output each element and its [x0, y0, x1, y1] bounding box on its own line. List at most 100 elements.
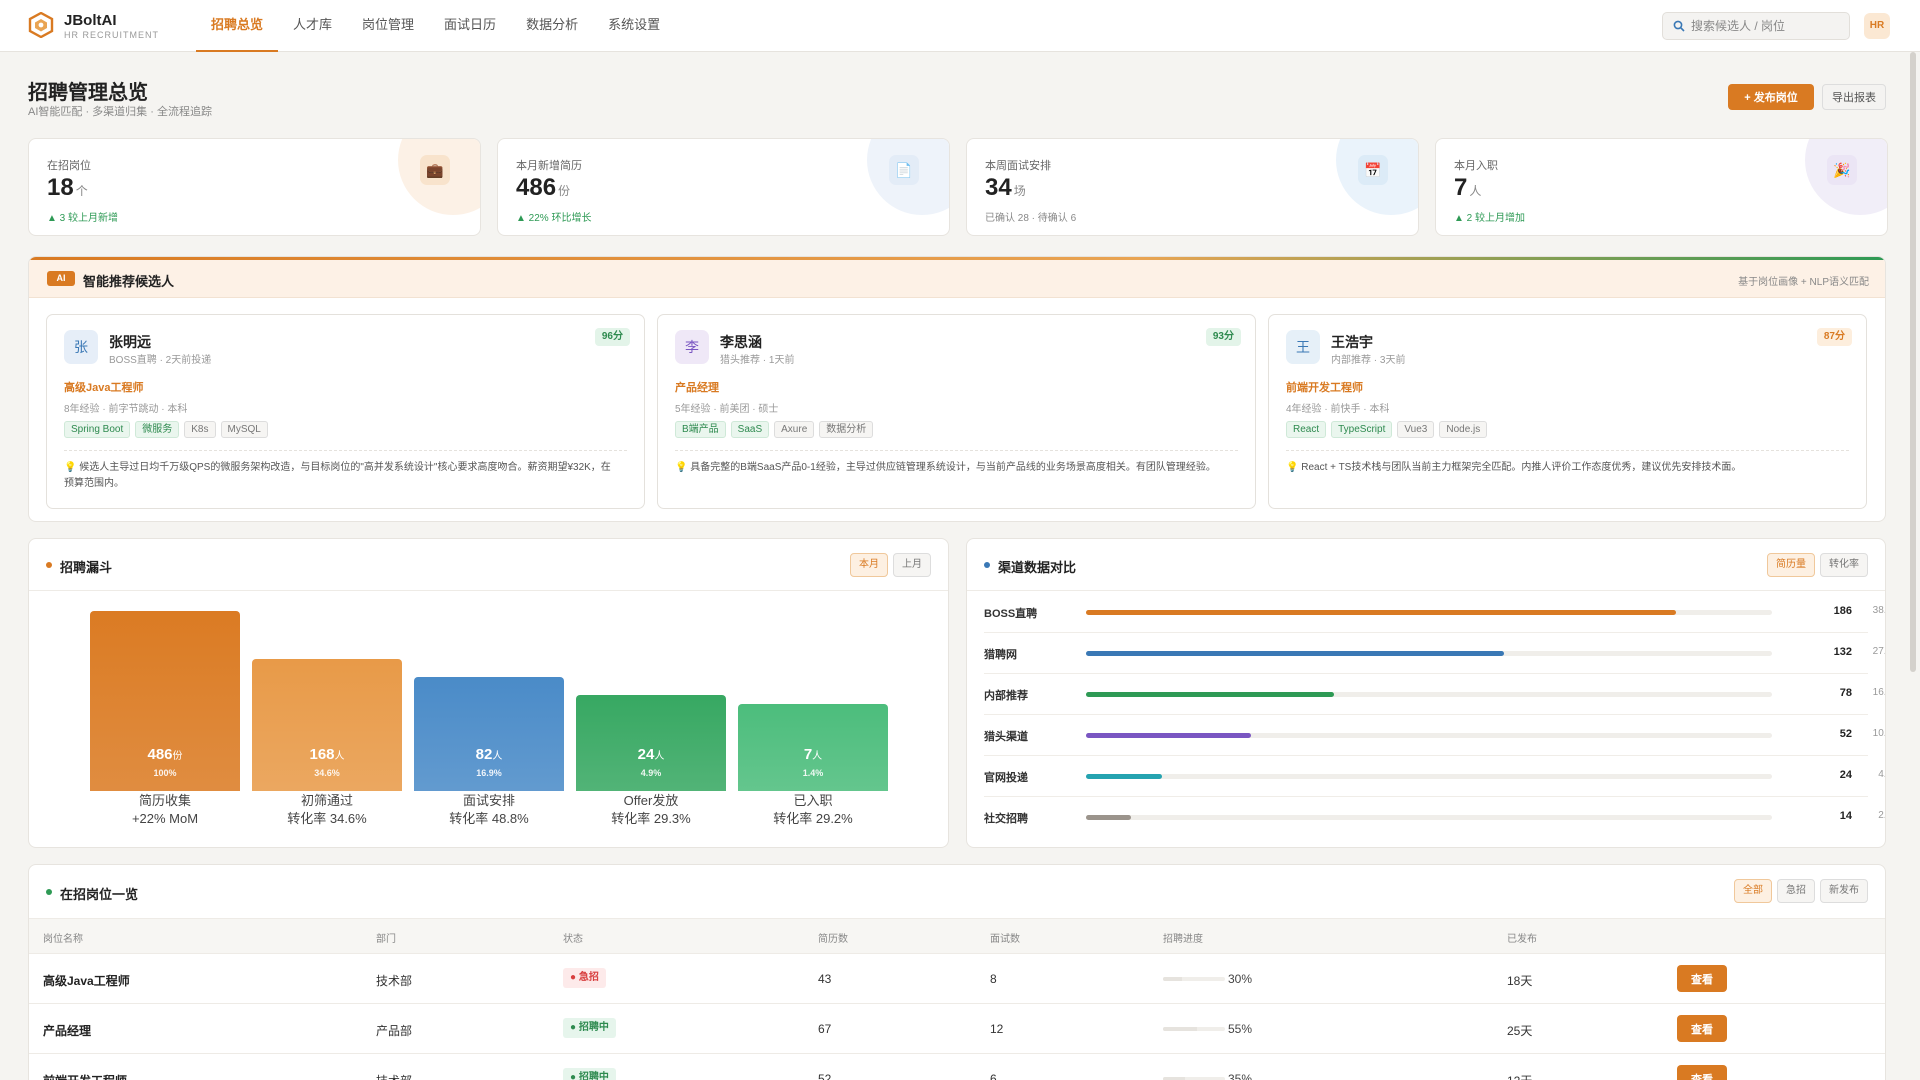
channel-row[interactable]: BOSS直聘 186 38.3%	[984, 592, 1885, 633]
candidate-name: 张明远	[109, 334, 151, 350]
funnel-bar[interactable]: 82人 16.9%	[414, 677, 564, 791]
skill-tags: Spring Boot 微服务 K8s MySQL	[64, 421, 268, 438]
job-name: 高级Java工程师	[43, 974, 130, 988]
recruitment-funnel-panel: 招聘漏斗 本月 上月 486份 100% 简历收集 +22% MoM 168人 34.6%…	[28, 538, 949, 848]
top-navigation-bar: JBoltAI HR RECRUITMENT 招聘总览 人才库 岗位管理 面试日…	[0, 0, 1920, 52]
channel-count: 132	[1833, 646, 1852, 658]
candidate-card[interactable]: 王 王浩宇 内部推荐 · 3天前 87分 前端开发工程师 4年经验 · 前快手 …	[1268, 314, 1867, 509]
filter-all[interactable]: 全部	[1734, 879, 1772, 903]
channel-percent: 4.9%	[1878, 769, 1886, 780]
nav-talent-pool[interactable]: 人才库	[293, 17, 333, 32]
nav-analytics[interactable]: 数据分析	[526, 17, 579, 32]
candidate-meta: 8年经验 · 前字节跳动 · 本科	[64, 404, 188, 415]
funnel-unit: 人	[334, 751, 345, 762]
channel-name: 内部推荐	[984, 690, 1028, 702]
channel-comparison-panel: 渠道数据对比 简历量 转化率 BOSS直聘 186 38.3% 猎聘网 132 27.2%…	[966, 538, 1886, 848]
funnel-stage-note: 转化率 48.8%	[449, 811, 529, 826]
stat-unit: 个	[75, 184, 88, 198]
funnel-bar[interactable]: 7人 1.4%	[738, 704, 888, 791]
channel-name: 猎头渠道	[984, 731, 1028, 743]
candidate-name: 李思涵	[720, 334, 762, 350]
funnel-title: 招聘漏斗	[60, 560, 113, 575]
funnel-bar[interactable]: 168人 34.6%	[252, 659, 402, 791]
channel-row[interactable]: 猎头渠道 52 10.7%	[984, 715, 1885, 756]
channel-row[interactable]: 官网投递 24 4.9%	[984, 756, 1885, 797]
column-header: 招聘进度	[1163, 934, 1203, 945]
stat-unit: 场	[1013, 184, 1026, 198]
open-positions-panel: 在招岗位一览 全部 急招 新发布 岗位名称 部门 状态 简历数 面试数 招聘进度…	[28, 864, 1886, 1080]
funnel-bar[interactable]: 24人 4.9%	[576, 695, 726, 791]
channel-row[interactable]: 社交招聘 14 2.9%	[984, 797, 1885, 838]
funnel-unit: 份	[172, 751, 183, 762]
calendar-icon: 📅	[1358, 155, 1388, 185]
skill-tag: React	[1286, 421, 1327, 438]
ai-panel-header: AI 智能推荐候选人 基于岗位画像 + NLP语义匹配	[29, 260, 1885, 298]
table-row[interactable]: 高级Java工程师 技术部 ● 急招 43 8 30% 18天 查看	[29, 954, 1885, 1004]
document-icon: 📄	[889, 155, 919, 185]
funnel-stage-label: 初筛通过 转化率 34.6%	[252, 792, 402, 828]
filter-new[interactable]: 新发布	[1820, 879, 1868, 903]
jobs-title: 在招岗位一览	[60, 887, 139, 902]
search-input[interactable]	[1691, 13, 1845, 39]
skill-tag: 数据分析	[819, 421, 874, 438]
channel-percent: 10.7%	[1872, 728, 1885, 739]
funnel-stage-name: 面试安排	[462, 793, 515, 808]
progress-text: 55%	[1228, 1022, 1253, 1036]
published-days: 18天	[1507, 974, 1533, 988]
view-button[interactable]: 查看	[1677, 965, 1727, 992]
candidate-role: 前端开发工程师	[1286, 382, 1363, 394]
page-scrollbar[interactable]	[1910, 52, 1916, 672]
table-row[interactable]: 产品经理 产品部 ● 招聘中 67 12 55% 25天 查看	[29, 1004, 1885, 1054]
view-button[interactable]: 查看	[1677, 1065, 1727, 1080]
user-avatar[interactable]: HR	[1864, 13, 1890, 39]
tab-resume-volume[interactable]: 简历量	[1767, 553, 1815, 577]
ai-badge: AI	[47, 271, 75, 286]
job-name: 产品经理	[43, 1024, 92, 1038]
funnel-stage-name: 已入职	[793, 793, 833, 808]
stat-value-row: 18 个	[47, 174, 88, 202]
publish-position-button[interactable]: + 发布岗位	[1728, 84, 1814, 110]
skill-tags: B端产品 SaaS Axure 数据分析	[675, 421, 874, 438]
ai-recommendation-panel: AI 智能推荐候选人 基于岗位画像 + NLP语义匹配 张 张明远 BOSS直聘…	[28, 256, 1886, 522]
candidate-card[interactable]: 张 张明远 BOSS直聘 · 2天前投递 96分 高级Java工程师 8年经验 …	[46, 314, 645, 509]
export-report-button[interactable]: 导出报表	[1822, 84, 1886, 110]
channel-bar	[1086, 733, 1251, 738]
candidate-avatar: 李	[675, 330, 709, 364]
candidate-card[interactable]: 李 李思涵 猎头推荐 · 1天前 93分 产品经理 5年经验 · 前美团 · 硕…	[657, 314, 1256, 509]
brand: JBoltAI HR RECRUITMENT	[64, 13, 159, 41]
panel-header: 在招岗位一览 全部 急招 新发布	[29, 865, 1885, 918]
skill-tag: Vue3	[1397, 421, 1435, 438]
channel-row[interactable]: 猎聘网 132 27.2%	[984, 633, 1885, 674]
stat-value: 7	[1454, 174, 1468, 201]
candidate-avatar: 王	[1286, 330, 1320, 364]
funnel-count: 486	[147, 746, 173, 763]
funnel-percent: 34.6%	[314, 768, 340, 778]
table-row[interactable]: 前端开发工程师 技术部 ● 招聘中 52 6 35% 12天 查看	[29, 1054, 1885, 1080]
tab-conversion-rate[interactable]: 转化率	[1820, 553, 1868, 577]
skill-tag: Node.js	[1439, 421, 1488, 438]
job-dept: 技术部	[376, 974, 413, 988]
channel-row[interactable]: 内部推荐 78 16.0%	[984, 674, 1885, 715]
page-subtitle: AI智能匹配 · 多渠道归集 · 全流程追踪	[28, 106, 212, 118]
funnel-unit: 人	[812, 751, 823, 762]
tab-this-month[interactable]: 本月	[850, 553, 888, 577]
nav-overview[interactable]: 招聘总览	[196, 0, 279, 52]
interview-count: 12	[990, 1022, 1004, 1036]
skill-tag: B端产品	[675, 421, 726, 438]
filter-urgent[interactable]: 急招	[1777, 879, 1815, 903]
nav-positions[interactable]: 岗位管理	[362, 17, 415, 32]
channel-title: 渠道数据对比	[998, 560, 1077, 575]
search-box	[1662, 12, 1850, 40]
interview-count: 8	[990, 972, 997, 986]
funnel-stage-note: 转化率 29.3%	[611, 811, 691, 826]
stat-unit: 人	[1469, 184, 1482, 198]
stat-card-new-resumes: 本月新增简历 486 份 ▲ 22% 环比增长 📄	[497, 138, 950, 236]
status-badge: ● 招聘中	[563, 1068, 616, 1080]
funnel-bar[interactable]: 486份 100%	[90, 611, 240, 791]
divider	[675, 450, 1238, 451]
nav-settings[interactable]: 系统设置	[608, 17, 661, 32]
tab-last-month[interactable]: 上月	[893, 553, 931, 577]
candidate-source: BOSS直聘 · 2天前投递	[109, 355, 212, 366]
view-button[interactable]: 查看	[1677, 1015, 1727, 1042]
nav-interview-calendar[interactable]: 面试日历	[444, 17, 497, 32]
